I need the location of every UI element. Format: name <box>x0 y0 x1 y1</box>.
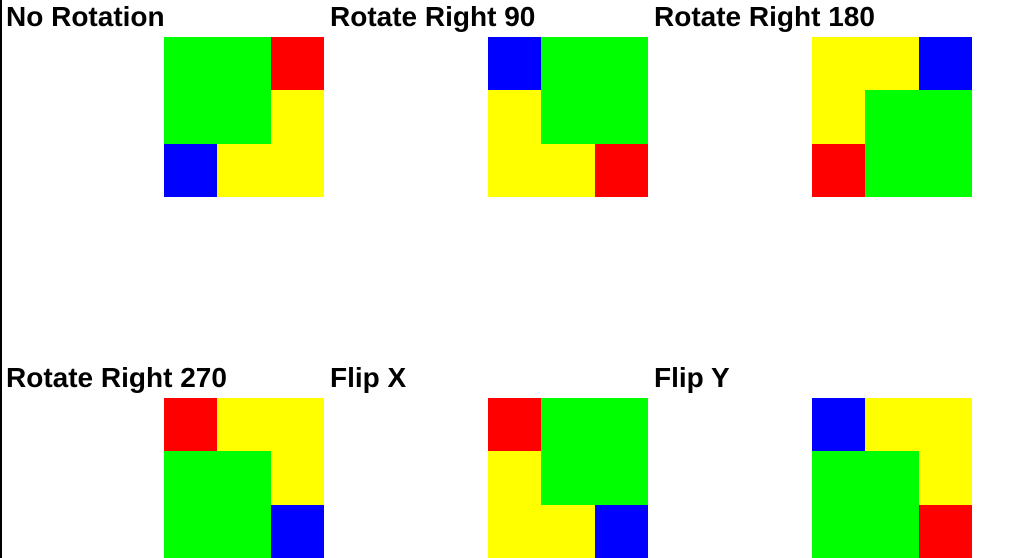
panel-rotate-right-270: Rotate Right 270 <box>6 361 326 558</box>
panel-flip-x: Flip X <box>330 361 650 558</box>
blue-square <box>595 505 648 558</box>
yellow-block <box>271 90 324 197</box>
red-square <box>164 398 217 451</box>
panel-rotate-right-90: Rotate Right 90 <box>330 0 650 197</box>
yellow-block <box>488 451 541 558</box>
yellow-block <box>488 90 541 197</box>
color-grid <box>812 37 972 197</box>
yellow-block <box>541 144 595 197</box>
color-grid <box>488 37 648 197</box>
yellow-block <box>541 505 595 558</box>
yellow-block <box>812 37 919 90</box>
color-grid <box>164 398 324 558</box>
color-grid <box>812 398 972 558</box>
yellow-block <box>271 451 324 505</box>
green-square <box>164 37 271 144</box>
yellow-block <box>865 398 972 451</box>
yellow-block <box>217 398 324 451</box>
left-border-line <box>0 0 2 558</box>
red-square <box>919 505 972 558</box>
green-square <box>541 398 648 505</box>
panel-title: Flip Y <box>654 362 730 393</box>
color-grid <box>164 37 324 197</box>
panel-title: Rotate Right 90 <box>330 1 536 32</box>
blue-square <box>164 144 217 197</box>
red-square <box>812 144 865 197</box>
green-square <box>164 451 271 558</box>
blue-square <box>812 398 865 451</box>
blue-square <box>488 37 541 90</box>
red-square <box>271 37 324 90</box>
panel-flip-y: Flip Y <box>654 361 974 558</box>
green-square <box>865 90 972 197</box>
yellow-block <box>217 144 271 197</box>
yellow-block <box>812 90 865 144</box>
panel-title: Rotate Right 270 <box>6 362 227 393</box>
panel-no-rotation: No Rotation <box>6 0 326 197</box>
green-square <box>812 451 919 558</box>
blue-square <box>271 505 324 558</box>
green-square <box>541 37 648 144</box>
color-grid <box>488 398 648 558</box>
panel-title: Rotate Right 180 <box>654 1 875 32</box>
panel-title: No Rotation <box>6 1 165 32</box>
red-square <box>595 144 648 197</box>
red-square <box>488 398 541 451</box>
panel-title: Flip X <box>330 362 407 393</box>
blue-square <box>919 37 972 90</box>
yellow-block <box>919 451 972 505</box>
panel-rotate-right-180: Rotate Right 180 <box>654 0 974 197</box>
